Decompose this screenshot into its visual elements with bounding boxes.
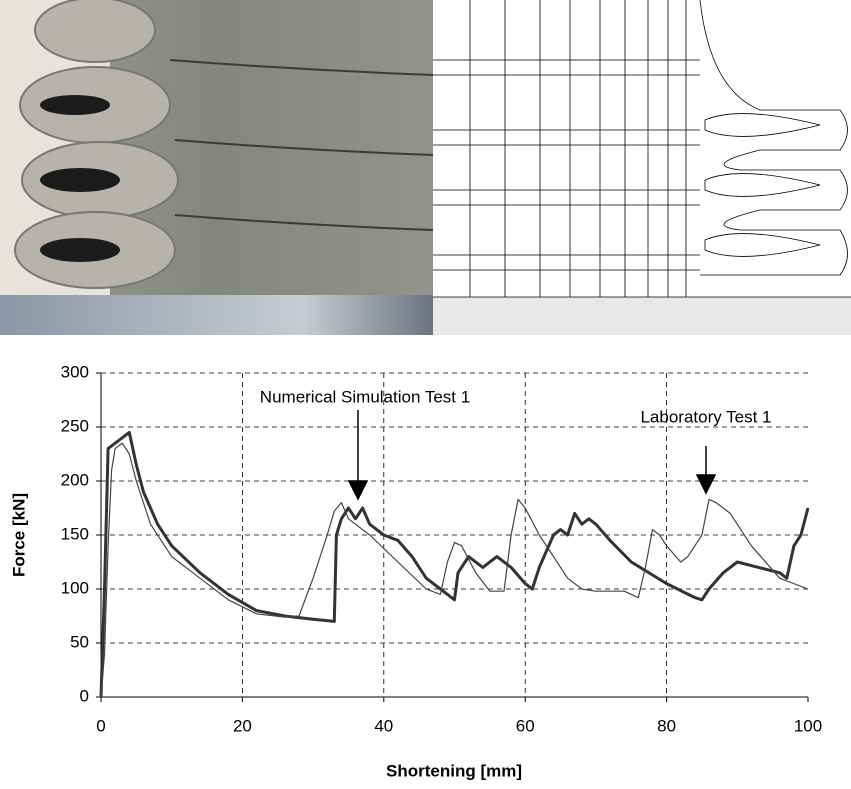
- y-tick-label: 250: [61, 416, 89, 435]
- chart-bg: [0, 335, 851, 784]
- x-tick-label: 0: [96, 716, 105, 735]
- y-tick-label: 100: [61, 578, 89, 597]
- y-tick-label: 50: [70, 632, 89, 651]
- annotation: Laboratory Test 1: [640, 407, 771, 426]
- y-tick-label: 300: [61, 362, 89, 381]
- mesh: [433, 0, 851, 335]
- y-tick-label: 200: [61, 470, 89, 489]
- x-tick-label: 40: [374, 716, 393, 735]
- x-tick-label: 80: [657, 716, 676, 735]
- photo: [0, 0, 434, 335]
- annotation: Numerical Simulation Test 1: [260, 387, 470, 406]
- y-tick-label: 0: [80, 686, 89, 705]
- y-axis-title: Force [kN]: [9, 493, 28, 577]
- y-tick-label: 150: [61, 524, 89, 543]
- x-tick-label: 100: [794, 716, 822, 735]
- x-tick-label: 60: [516, 716, 535, 735]
- series-line: [100, 442, 809, 698]
- series-line: [99, 430, 810, 698]
- x-tick-label: 20: [233, 716, 252, 735]
- x-axis-title: Shortening [mm]: [386, 761, 522, 780]
